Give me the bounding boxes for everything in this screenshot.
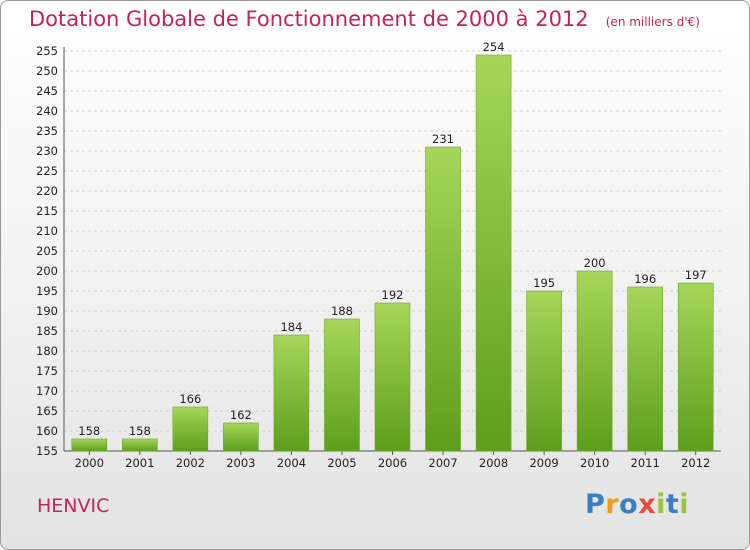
y-tick-label: 220: [36, 184, 58, 198]
logo-letter: P: [585, 489, 606, 520]
logo-letter: r: [605, 489, 620, 520]
value-label-2006: 192: [382, 288, 404, 302]
y-tick-label: 160: [36, 424, 58, 438]
y-tick-label: 195: [36, 284, 58, 298]
y-tick-label: 185: [36, 324, 58, 338]
y-tick-label: 205: [36, 244, 58, 258]
value-label-2005: 188: [331, 304, 353, 318]
value-label-2012: 197: [685, 268, 707, 282]
bar-layer: [71, 54, 714, 452]
bar-2004[interactable]: [273, 334, 310, 452]
x-tick-label-2009: 2009: [529, 456, 558, 470]
x-tick-label-2005: 2005: [327, 456, 356, 470]
x-tick-label-2004: 2004: [277, 456, 306, 470]
bar-2012[interactable]: [677, 282, 714, 452]
commune-name: HENVIC: [37, 495, 110, 517]
x-tick-label-2000: 2000: [75, 456, 104, 470]
x-tick-label-2002: 2002: [176, 456, 205, 470]
y-tick-label: 250: [36, 64, 58, 78]
y-tick-label: 225: [36, 164, 58, 178]
x-tick-label-2008: 2008: [479, 456, 508, 470]
label-layer: 158 158 166 162 184 188 192 231 254 195 200 196 197: [78, 40, 706, 438]
logo-letter: i: [679, 489, 690, 520]
bar-2011[interactable]: [627, 286, 663, 452]
y-tick-label: 240: [36, 104, 58, 118]
y-tick-label: 155: [36, 444, 58, 458]
logo-letter: i: [656, 489, 666, 520]
bar-2008[interactable]: [475, 54, 512, 452]
bar-2007[interactable]: [425, 146, 461, 452]
bar-2010[interactable]: [576, 270, 613, 452]
y-tick-label: 190: [36, 304, 58, 318]
y-tick-label: 175: [36, 364, 58, 378]
x-tick-label-2010: 2010: [580, 456, 609, 470]
value-label-2007: 231: [432, 132, 454, 146]
value-label-2001: 158: [129, 424, 151, 438]
value-label-2009: 195: [533, 276, 555, 290]
value-label-2004: 184: [280, 320, 302, 334]
chart-unit-note: (en milliers d'€): [605, 15, 700, 29]
y-tick-label: 170: [36, 384, 58, 398]
x-tick-label-2007: 2007: [428, 456, 457, 470]
logo-letter: t: [665, 489, 680, 520]
y-tick-label: 215: [36, 204, 58, 218]
x-tick-label-2012: 2012: [681, 456, 710, 470]
bar-2006[interactable]: [374, 302, 411, 452]
y-tick-label: 235: [36, 124, 58, 138]
x-tick-label-2001: 2001: [125, 456, 154, 470]
value-label-2010: 200: [584, 256, 606, 270]
value-label-2003: 162: [230, 408, 252, 422]
y-tick-label: 200: [36, 264, 58, 278]
bar-2005[interactable]: [324, 318, 360, 452]
chart-title-block: Dotation Globale de Fonctionnement de 20…: [29, 7, 700, 31]
bar-2002[interactable]: [172, 406, 209, 452]
value-label-2011: 196: [634, 272, 656, 286]
y-tick-label: 180: [36, 344, 58, 358]
proxiti-logo[interactable]: Proxiti: [585, 489, 689, 520]
axis-layer: 155 160 165 170 175 180 185 190 195 200 205 210 215 2…: [36, 44, 721, 470]
chart-title: Dotation Globale de Fonctionnement de 20…: [29, 7, 589, 31]
x-tick-label-2011: 2011: [631, 456, 660, 470]
logo-letter: x: [638, 489, 657, 520]
bar-2001[interactable]: [122, 438, 158, 452]
bar-2009[interactable]: [526, 290, 562, 452]
y-tick-label: 230: [36, 144, 58, 158]
y-tick-label: 210: [36, 224, 58, 238]
y-tick-label: 245: [36, 84, 58, 98]
y-tick-label: 165: [36, 404, 58, 418]
value-label-2000: 158: [78, 424, 100, 438]
y-tick-label: 255: [36, 44, 58, 58]
x-tick-label-2003: 2003: [226, 456, 255, 470]
value-label-2008: 254: [483, 40, 505, 54]
bar-2000[interactable]: [71, 438, 108, 452]
value-label-2002: 166: [179, 392, 201, 406]
x-tick-label-2006: 2006: [378, 456, 407, 470]
logo-letter: o: [619, 489, 639, 520]
bar-2003[interactable]: [223, 422, 259, 452]
